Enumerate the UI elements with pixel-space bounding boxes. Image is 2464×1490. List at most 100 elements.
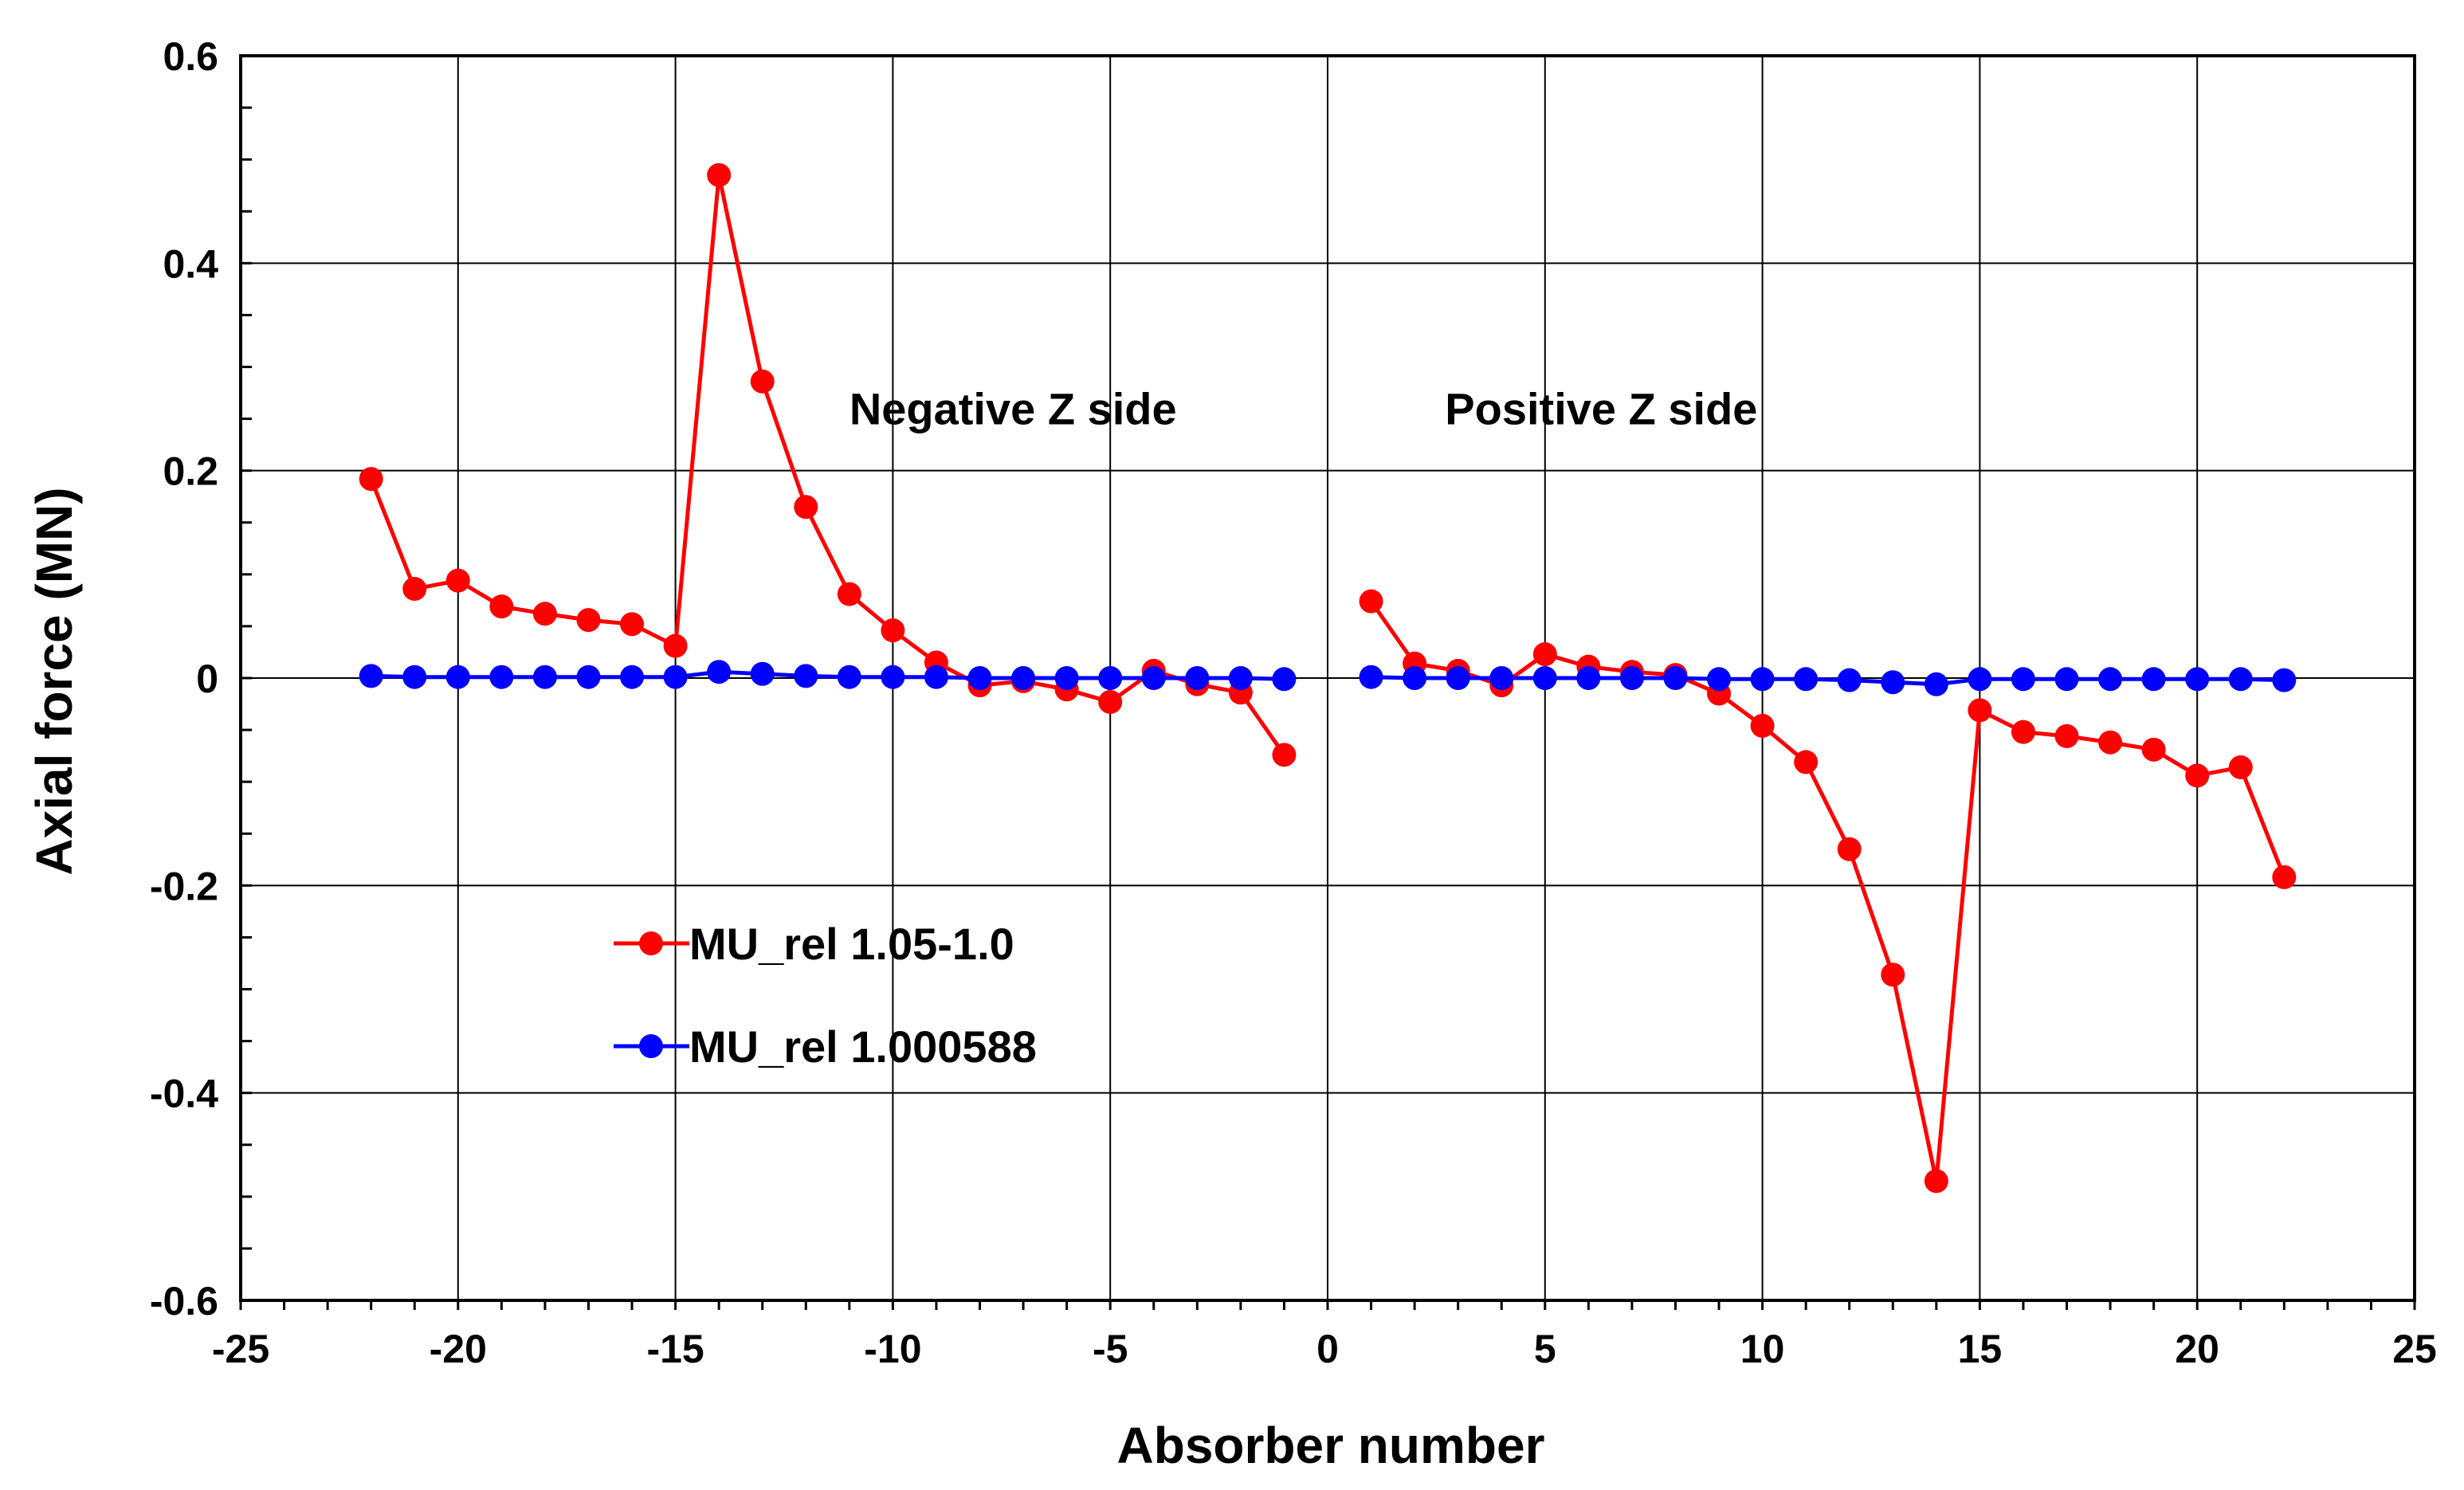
plot-area-frame (239, 54, 2416, 1302)
x-tick-labels: -25 -20 -15 -10 -5 0 5 10 15 20 25 (212, 1327, 2437, 1371)
y-tick-label: 0 (196, 657, 218, 701)
x-tick-label: 20 (2175, 1327, 2219, 1371)
annotation-2: Positive Z side (1445, 384, 1757, 434)
series-1-point (1532, 642, 1557, 667)
series-2-point (837, 665, 861, 689)
series-1-point (2228, 755, 2253, 779)
series-1-point (837, 582, 861, 606)
annotation-1: Negative Z side (849, 384, 1177, 434)
series-2-point (532, 665, 557, 689)
y-tick-label: -0.4 (150, 1072, 218, 1116)
series-2-point (967, 666, 992, 690)
x-tick-label: 15 (1958, 1327, 2003, 1371)
series-2-point (1663, 666, 1688, 690)
series-2-point (1619, 666, 1644, 690)
series-1-point (2098, 730, 2123, 755)
legend-label-1: MU_rel 1.05-1.0 (689, 919, 1014, 969)
series-2-point (1228, 666, 1253, 690)
series-2-point (881, 665, 905, 689)
legend-marker-1 (639, 931, 663, 955)
x-tick-label: -25 (212, 1327, 269, 1371)
series-2-point (1794, 667, 1819, 692)
annotations: Negative Z side Positive Z side (849, 384, 1758, 434)
series-2-point (1011, 666, 1036, 690)
series-2-point (1576, 666, 1601, 690)
series-2-point (1532, 666, 1557, 690)
series-1-point (445, 568, 470, 593)
series-layer (359, 163, 2297, 1194)
series-2-line-segment-1 (371, 669, 1285, 681)
series-2-point (1881, 670, 1905, 695)
series-2-point (1968, 667, 1992, 692)
series-2-point (750, 661, 775, 686)
series-2-point (1403, 666, 1427, 690)
series-2 (359, 660, 2297, 696)
series-1-point (402, 577, 427, 602)
series-2-point (2011, 667, 2035, 692)
series-2-point (2272, 668, 2297, 692)
x-axis-title: Absorber number (1117, 1417, 1545, 1474)
series-2-point (1141, 666, 1166, 690)
series-2-point (1837, 668, 1862, 692)
y-tick-label: 0.4 (163, 241, 218, 286)
series-1-line-segment-1 (369, 173, 1286, 756)
legend-label-2: MU_rel 1.000588 (689, 1021, 1037, 1072)
series-2-point (489, 665, 514, 689)
series-1-point (2185, 763, 2210, 788)
series-1-point (1881, 963, 1905, 987)
series-1-point (359, 467, 383, 492)
x-tick-label: -5 (1093, 1327, 1128, 1371)
series-2-point (576, 665, 601, 689)
series-2-line-segment-2 (1371, 675, 2285, 687)
y-tick-label: -0.2 (150, 864, 218, 908)
series-2-point (2185, 667, 2210, 692)
series-1-point (489, 594, 514, 619)
x-tick-label: -15 (646, 1327, 704, 1371)
x-tick-label: 5 (1534, 1327, 1556, 1371)
series-2-point (1489, 666, 1514, 690)
series-1-point (1272, 743, 1297, 767)
y-tick-label: 0.6 (163, 34, 218, 79)
series-1-line-segment-2 (1369, 600, 2286, 1183)
series-1-point (2054, 723, 2079, 748)
series-2-point (445, 665, 470, 689)
series-2-point (402, 665, 427, 689)
series-1-point (2141, 737, 2166, 762)
y-tick-label: -0.6 (150, 1279, 218, 1323)
series-2-point (924, 665, 948, 689)
x-tick-label: 10 (1740, 1327, 1785, 1371)
series-2-point (707, 660, 732, 684)
series-2-point (1054, 666, 1079, 690)
series-2-point (2228, 667, 2253, 692)
series-2-point (1924, 672, 1948, 696)
legend-marker-2 (639, 1034, 663, 1058)
series-1-point (532, 602, 557, 626)
series-2-point (1359, 665, 1383, 689)
y-tick-labels: -0.6 -0.4 -0.2 0 0.2 0.4 0.6 (150, 34, 218, 1323)
series-2-point (1185, 666, 1210, 690)
series-2-point (2141, 667, 2166, 692)
y-axis-title: Axial force (MN) (26, 487, 83, 875)
series-1-point (663, 633, 688, 658)
series-1-point (794, 495, 818, 520)
x-tick-label: -20 (430, 1327, 487, 1371)
series-1-point (620, 612, 645, 637)
series-1-point (750, 369, 775, 394)
series-1-point (576, 608, 601, 633)
series-1-point (2011, 720, 2035, 744)
x-tick-label: 25 (2392, 1327, 2437, 1371)
series-2-point (1707, 667, 1732, 692)
series-2-point (663, 665, 688, 689)
series-1-point (707, 163, 732, 187)
series-1-point (1750, 713, 1775, 738)
series-2-point (2098, 667, 2123, 692)
series-1-point (2272, 865, 2297, 889)
series-1-point (1098, 689, 1123, 714)
series-2-point (359, 664, 383, 688)
series-1-point (1968, 698, 1992, 723)
series-1-point (1924, 1169, 1948, 1194)
series-2-point (794, 664, 818, 688)
series-1-point (1837, 837, 1862, 861)
